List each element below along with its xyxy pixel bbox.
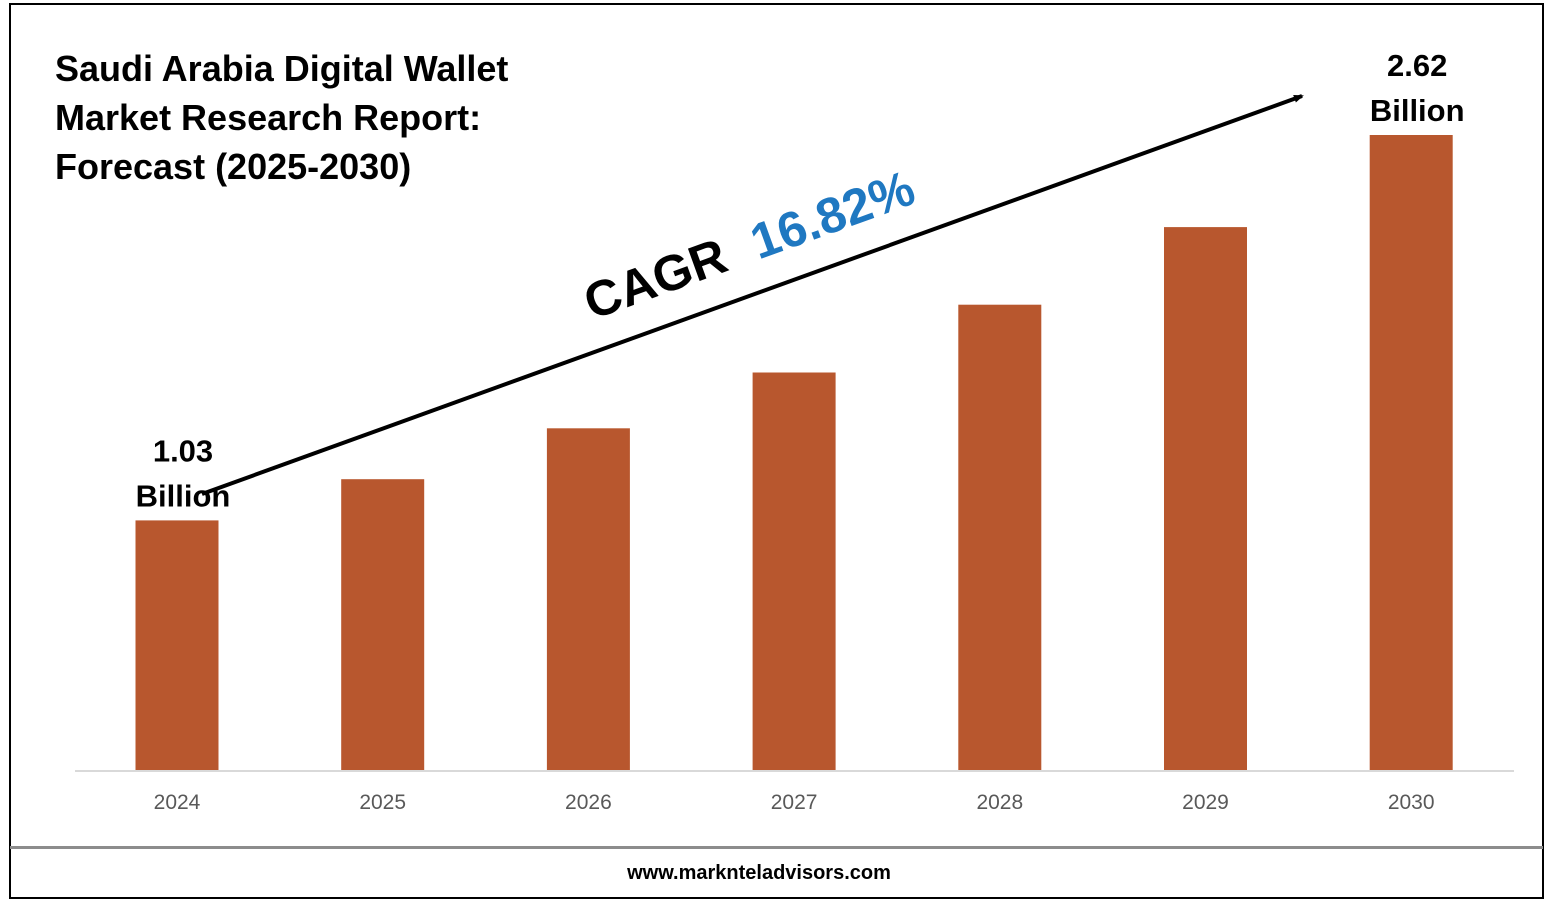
bar-2024 <box>135 520 219 770</box>
cagr-trend-arrow <box>201 94 1304 496</box>
cagr-label: CAGR <box>577 228 734 331</box>
data-label-2030-line-2: Billion <box>1370 93 1465 128</box>
x-tick-label-2029: 2029 <box>1182 791 1229 814</box>
bars <box>135 135 1453 771</box>
x-tick-label-2025: 2025 <box>359 791 406 814</box>
cagr-annotation: CAGR 16.82% <box>577 160 922 331</box>
title-line-3: Forecast (2025-2030) <box>55 146 412 187</box>
footer-divider <box>10 846 1543 849</box>
title-line-1: Saudi Arabia Digital Wallet <box>55 48 509 89</box>
data-label-2024-line-2: Billion <box>136 478 231 513</box>
x-tick-label-2024: 2024 <box>154 791 201 814</box>
bar-2027 <box>752 372 836 770</box>
x-tick-label-2030: 2030 <box>1388 791 1435 814</box>
bar-2030 <box>1369 135 1453 770</box>
bar-2029 <box>1164 227 1247 771</box>
data-label-2024-line-1: 1.03 <box>153 433 213 468</box>
x-tick-label-2028: 2028 <box>976 791 1023 814</box>
footer-url[interactable]: www.marknteladvisors.com <box>627 862 891 884</box>
cagr-value: 16.82% <box>743 160 922 270</box>
bar-2025 <box>341 479 425 770</box>
data-label-2030-line-1: 2.62 <box>1387 48 1447 83</box>
x-tick-label-2026: 2026 <box>565 791 612 814</box>
bar-2028 <box>958 304 1042 770</box>
x-tick-labels: 2024 2025 2026 2027 2028 2029 2030 <box>154 791 1435 814</box>
x-tick-label-2027: 2027 <box>771 791 818 814</box>
bar-2026 <box>546 428 630 770</box>
title-line-2: Market Research Report: <box>55 97 482 138</box>
chart-title: Saudi Arabia Digital Wallet Market Resea… <box>55 44 615 191</box>
data-labels: 1.03 Billion 2.62 Billion <box>136 48 1465 513</box>
